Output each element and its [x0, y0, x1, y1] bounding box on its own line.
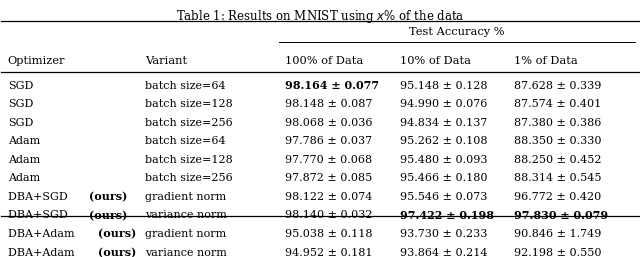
Text: 98.068 ± 0.036: 98.068 ± 0.036	[285, 118, 372, 128]
Text: 98.140 ± 0.032: 98.140 ± 0.032	[285, 210, 372, 221]
Text: 94.952 ± 0.181: 94.952 ± 0.181	[285, 247, 372, 257]
Text: Adam: Adam	[8, 155, 40, 165]
Text: 94.990 ± 0.076: 94.990 ± 0.076	[399, 99, 487, 109]
Text: 95.038 ± 0.118: 95.038 ± 0.118	[285, 229, 372, 239]
Text: batch size=64: batch size=64	[145, 136, 225, 146]
Text: batch size=256: batch size=256	[145, 173, 232, 183]
Text: 97.830 ± 0.079: 97.830 ± 0.079	[515, 210, 609, 221]
Text: 87.628 ± 0.339: 87.628 ± 0.339	[515, 81, 602, 91]
Text: batch size=128: batch size=128	[145, 99, 232, 109]
Text: 88.250 ± 0.452: 88.250 ± 0.452	[515, 155, 602, 165]
Text: 87.574 ± 0.401: 87.574 ± 0.401	[515, 99, 602, 109]
Text: 90.846 ± 1.749: 90.846 ± 1.749	[515, 229, 602, 239]
Text: 92.198 ± 0.550: 92.198 ± 0.550	[515, 247, 602, 257]
Text: 87.380 ± 0.386: 87.380 ± 0.386	[515, 118, 602, 128]
Text: Table 1: Results on MNIST using $x$% of the data: Table 1: Results on MNIST using $x$% of …	[175, 8, 465, 25]
Text: (ours): (ours)	[98, 228, 136, 240]
Text: 97.786 ± 0.037: 97.786 ± 0.037	[285, 136, 372, 146]
Text: 97.770 ± 0.068: 97.770 ± 0.068	[285, 155, 372, 165]
Text: 97.872 ± 0.085: 97.872 ± 0.085	[285, 173, 372, 183]
Text: Test Accuracy %: Test Accuracy %	[409, 27, 505, 37]
Text: Variant: Variant	[145, 57, 187, 67]
Text: 95.480 ± 0.093: 95.480 ± 0.093	[399, 155, 487, 165]
Text: 88.314 ± 0.545: 88.314 ± 0.545	[515, 173, 602, 183]
Text: (ours): (ours)	[89, 191, 127, 203]
Text: SGD: SGD	[8, 99, 33, 109]
Text: SGD: SGD	[8, 81, 33, 91]
Text: variance norm: variance norm	[145, 210, 227, 221]
Text: 95.262 ± 0.108: 95.262 ± 0.108	[399, 136, 487, 146]
Text: 94.834 ± 0.137: 94.834 ± 0.137	[399, 118, 487, 128]
Text: (ours): (ours)	[98, 247, 136, 257]
Text: batch size=128: batch size=128	[145, 155, 232, 165]
Text: 96.772 ± 0.420: 96.772 ± 0.420	[515, 192, 602, 202]
Text: 98.148 ± 0.087: 98.148 ± 0.087	[285, 99, 372, 109]
Text: 97.422 ± 0.198: 97.422 ± 0.198	[399, 210, 493, 221]
Text: gradient norm: gradient norm	[145, 192, 226, 202]
Text: 95.466 ± 0.180: 95.466 ± 0.180	[399, 173, 487, 183]
Text: 88.350 ± 0.330: 88.350 ± 0.330	[515, 136, 602, 146]
Text: DBA+SGD: DBA+SGD	[8, 210, 71, 221]
Text: batch size=64: batch size=64	[145, 81, 225, 91]
Text: 1% of Data: 1% of Data	[515, 57, 578, 67]
Text: variance norm: variance norm	[145, 247, 227, 257]
Text: SGD: SGD	[8, 118, 33, 128]
Text: Optimizer: Optimizer	[8, 57, 65, 67]
Text: DBA+SGD: DBA+SGD	[8, 192, 71, 202]
Text: batch size=256: batch size=256	[145, 118, 232, 128]
Text: Adam: Adam	[8, 136, 40, 146]
Text: (ours): (ours)	[89, 210, 127, 221]
Text: 93.864 ± 0.214: 93.864 ± 0.214	[399, 247, 487, 257]
Text: Adam: Adam	[8, 173, 40, 183]
Text: gradient norm: gradient norm	[145, 229, 226, 239]
Text: 100% of Data: 100% of Data	[285, 57, 364, 67]
Text: 98.122 ± 0.074: 98.122 ± 0.074	[285, 192, 372, 202]
Text: 93.730 ± 0.233: 93.730 ± 0.233	[399, 229, 487, 239]
Text: DBA+Adam: DBA+Adam	[8, 229, 78, 239]
Text: DBA+Adam: DBA+Adam	[8, 247, 78, 257]
Text: 98.164 ± 0.077: 98.164 ± 0.077	[285, 80, 379, 91]
Text: 95.546 ± 0.073: 95.546 ± 0.073	[399, 192, 487, 202]
Text: 10% of Data: 10% of Data	[399, 57, 470, 67]
Text: 95.148 ± 0.128: 95.148 ± 0.128	[399, 81, 487, 91]
